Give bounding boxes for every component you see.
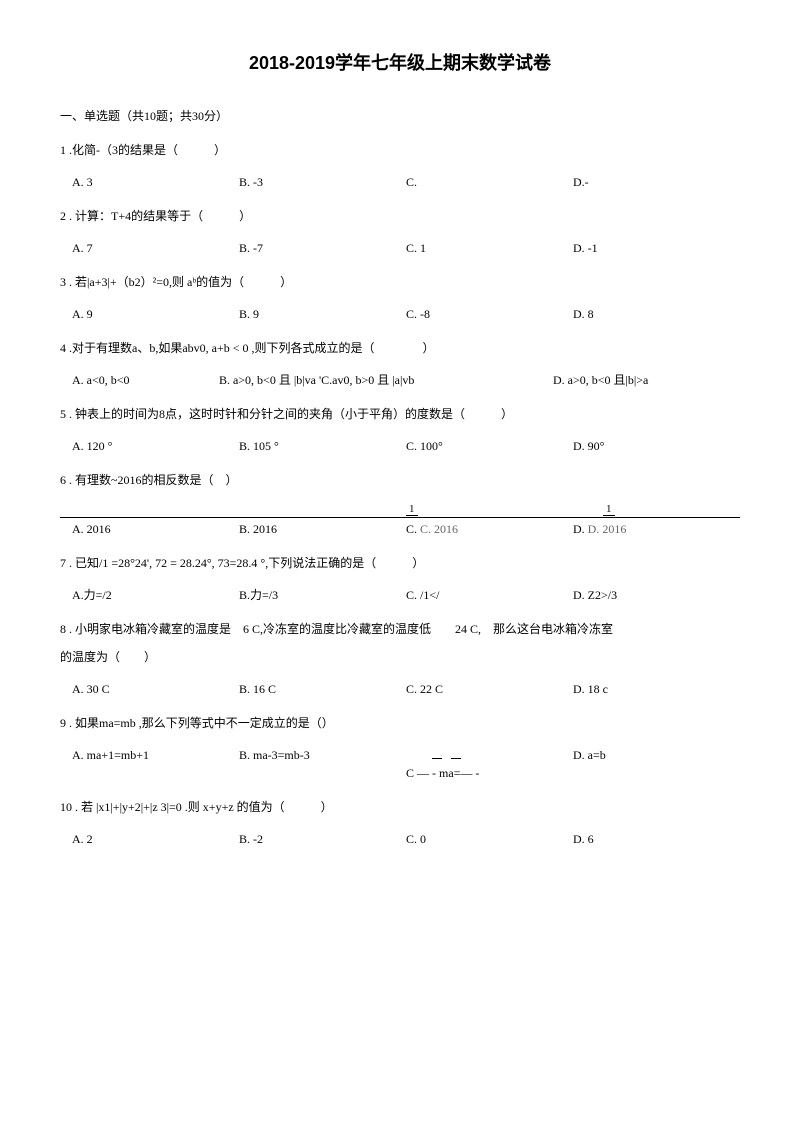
question-6-options: A. 2016 B. 2016 C. C. 2016 D. D. 2016 <box>72 520 740 538</box>
q6-frac-d: 1 <box>603 503 615 516</box>
question-5-options: A. 120 ° B. 105 ° C. 100° D. 90° <box>72 437 740 455</box>
q5-opt-b: B. 105 ° <box>239 437 406 455</box>
q6-frac-c: 1 <box>406 503 418 516</box>
q3-opt-d: D. 8 <box>573 305 740 323</box>
q8-opt-c: C. 22 C <box>406 680 573 698</box>
q9-opt-d: D. a=b <box>573 746 740 782</box>
question-3: 3 . 若|a+3|+（b2）²=0,则 aᵇ的值为（ ） <box>60 273 740 291</box>
q3-opt-b: B. 9 <box>239 305 406 323</box>
exam-title: 2018-2019学年七年级上期末数学试卷 <box>60 50 740 77</box>
q9-opt-b: B. ma-3=mb-3 <box>239 746 406 782</box>
q10-opt-b: B. -2 <box>239 830 406 848</box>
q8-opt-a: A. 30 C <box>72 680 239 698</box>
q5-opt-c: C. 100° <box>406 437 573 455</box>
q9-opt-a: A. ma+1=mb+1 <box>72 746 239 782</box>
q7-opt-b: B.力=/3 <box>239 586 406 604</box>
q4-opt-b: B. a>0, b<0 且 |b|va 'C.av0, b>0 且 |a|vb <box>219 371 553 389</box>
q6-opt-b: B. 2016 <box>239 520 406 538</box>
question-10-options: A. 2 B. -2 C. 0 D. 6 <box>72 830 740 848</box>
q3-opt-c: C. -8 <box>406 305 573 323</box>
q9-opt-c-text: C — - ma=— - <box>406 764 567 782</box>
question-4: 4 .对于有理数a、b,如果abv0, a+b < 0 ,则下列各式成立的是（ … <box>60 339 740 357</box>
q6-rule <box>60 517 740 518</box>
q6-opt-d-val: D. 2016 <box>588 522 627 536</box>
question-3-options: A. 9 B. 9 C. -8 D. 8 <box>72 305 740 323</box>
question-6-fracs: 1 1 <box>72 499 740 517</box>
q1-opt-b: B. -3 <box>239 173 406 191</box>
question-8-options: A. 30 C B. 16 C C. 22 C D. 18 c <box>72 680 740 698</box>
q6-opt-d: D. D. 2016 <box>573 520 740 538</box>
q3-opt-a: A. 9 <box>72 305 239 323</box>
question-1-options: A. 3 B. -3 C. D.- <box>72 173 740 191</box>
q4-opt-d: D. a>0, b<0 且|b|>a <box>553 371 740 389</box>
q5-opt-a: A. 120 ° <box>72 437 239 455</box>
question-7: 7 . 已知/1 =28°24', 72 = 28.24°, 73=28.4 °… <box>60 554 740 572</box>
q2-opt-d: D. -1 <box>573 239 740 257</box>
q10-opt-c: C. 0 <box>406 830 573 848</box>
question-5: 5 . 钟表上的时间为8点，这时时针和分针之间的夹角（小于平角）的度数是（ ） <box>60 405 740 423</box>
q7-opt-a: A.力=/2 <box>72 586 239 604</box>
q1-opt-d: D.- <box>573 173 740 191</box>
q2-opt-b: B. -7 <box>239 239 406 257</box>
question-7-options: A.力=/2 B.力=/3 C. /1</ D. Z2>/3 <box>72 586 740 604</box>
q6-opt-a: A. 2016 <box>72 520 239 538</box>
q1-opt-a: A. 3 <box>72 173 239 191</box>
question-8-cont: 的温度为（ ） <box>60 648 740 666</box>
q5-opt-d: D. 90° <box>573 437 740 455</box>
q10-opt-a: A. 2 <box>72 830 239 848</box>
q10-opt-d: D. 6 <box>573 830 740 848</box>
q6-opt-c: C. C. 2016 <box>406 520 573 538</box>
question-10: 10 . 若 |x1|+|y+2|+|z 3|=0 .则 x+y+z 的值为（ … <box>60 798 740 816</box>
q2-opt-a: A. 7 <box>72 239 239 257</box>
q1-opt-c: C. <box>406 173 573 191</box>
question-2-options: A. 7 B. -7 C. 1 D. -1 <box>72 239 740 257</box>
q9-opt-c: C — - ma=— - <box>406 746 573 782</box>
q2-opt-c: C. 1 <box>406 239 573 257</box>
question-9-options: A. ma+1=mb+1 B. ma-3=mb-3 C — - ma=— - D… <box>72 746 740 782</box>
q8-opt-b: B. 16 C <box>239 680 406 698</box>
question-6: 6 . 有理数~2016的相反数是（ ） <box>60 471 740 489</box>
q7-opt-d: D. Z2>/3 <box>573 586 740 604</box>
question-8: 8 . 小明家电冰箱冷藏室的温度是 6 C,冷冻室的温度比冷藏室的温度低 24 … <box>60 620 740 638</box>
q6-opt-c-val: C. 2016 <box>420 522 458 536</box>
question-1: 1 .化简-（3的结果是（ ） <box>60 141 740 159</box>
question-4-options: A. a<0, b<0 B. a>0, b<0 且 |b|va 'C.av0, … <box>72 371 740 389</box>
exam-page: 2018-2019学年七年级上期末数学试卷 一、单选题（共10题；共30分） 1… <box>0 0 800 1133</box>
q7-opt-c: C. /1</ <box>406 586 573 604</box>
question-2: 2 . 计算：T+4的结果等于（ ） <box>60 207 740 225</box>
section-heading: 一、单选题（共10题；共30分） <box>60 107 740 125</box>
question-9: 9 . 如果ma=mb ,那么下列等式中不一定成立的是（） <box>60 714 740 732</box>
q4-opt-a: A. a<0, b<0 <box>72 371 219 389</box>
q8-opt-d: D. 18 c <box>573 680 740 698</box>
